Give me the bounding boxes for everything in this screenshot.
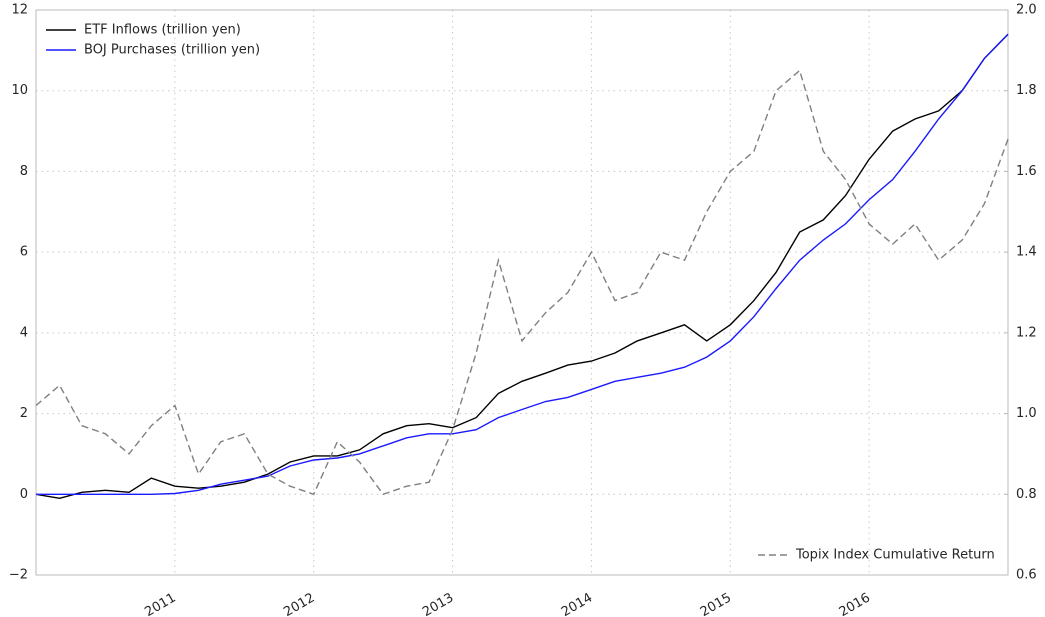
data-line [35, 33, 1009, 500]
legend-label: Topix Index Cumulative Return [795, 548, 995, 563]
y2-tick-label: 2.0 [1016, 3, 1037, 18]
y2-tick-label: 1.6 [1016, 164, 1037, 179]
x-tick-label: 2011 [142, 591, 178, 617]
data-line [36, 33, 1009, 495]
y-tick-label: 0 [20, 487, 28, 502]
y2-tick-label: 0.8 [1016, 487, 1037, 502]
x-tick-label: 2014 [559, 591, 595, 617]
y-tick-label: 4 [20, 325, 28, 340]
x-tick-label: 2013 [420, 591, 456, 617]
y-tick-label: −2 [9, 568, 28, 583]
legend-label: ETF Inflows (trillion yen) [84, 23, 241, 38]
y-tick-label: 8 [20, 164, 28, 179]
y-tick-label: 6 [20, 245, 28, 260]
y-tick-label: 10 [11, 83, 28, 98]
y2-tick-label: 0.6 [1016, 568, 1037, 583]
data-line [35, 69, 1009, 496]
plot-frame [35, 9, 1009, 576]
y-tick-label: 12 [11, 3, 28, 18]
y-tick-label: 2 [20, 406, 28, 421]
y2-tick-label: 1.2 [1016, 325, 1037, 340]
legend-label: BOJ Purchases (trillion yen) [84, 43, 260, 58]
y2-tick-label: 1.0 [1016, 406, 1037, 421]
y2-tick-label: 1.4 [1016, 245, 1037, 260]
x-tick-label: 2012 [281, 591, 317, 617]
x-tick-label: 2015 [698, 591, 734, 617]
y2-tick-label: 1.8 [1016, 83, 1037, 98]
x-tick-label: 2016 [837, 591, 873, 617]
